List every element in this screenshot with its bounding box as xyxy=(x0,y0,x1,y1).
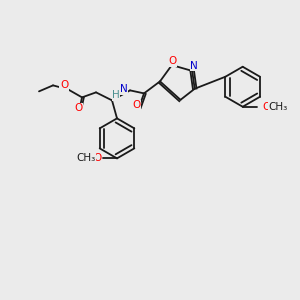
Text: O: O xyxy=(93,153,101,164)
Text: O: O xyxy=(74,103,82,113)
Text: CH₃: CH₃ xyxy=(268,102,287,112)
Text: H: H xyxy=(112,90,120,100)
Text: O: O xyxy=(169,56,177,66)
Text: CH₃: CH₃ xyxy=(76,153,96,164)
Text: O: O xyxy=(60,80,68,90)
Text: N: N xyxy=(120,84,128,94)
Text: O: O xyxy=(262,102,271,112)
Text: O: O xyxy=(132,100,140,110)
Text: N: N xyxy=(190,61,198,71)
